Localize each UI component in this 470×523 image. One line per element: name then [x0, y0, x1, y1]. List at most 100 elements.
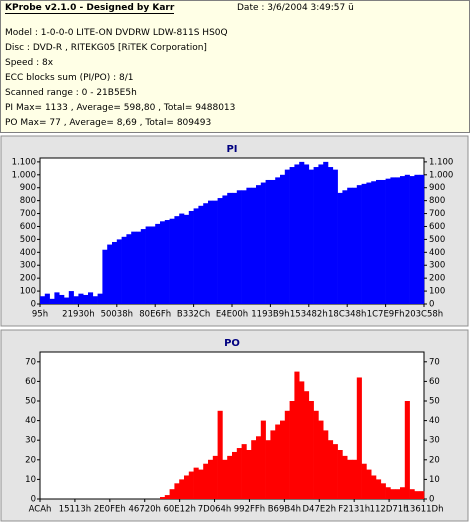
- bar: [78, 293, 84, 304]
- bar: [40, 296, 46, 304]
- bar: [193, 467, 199, 499]
- bar: [414, 174, 420, 304]
- bar: [275, 177, 281, 304]
- bar: [164, 495, 170, 499]
- x-tick-label: 50038h: [101, 310, 133, 320]
- bar: [227, 455, 233, 499]
- bar: [203, 463, 209, 499]
- bar: [188, 210, 194, 304]
- bar: [275, 424, 281, 499]
- bar: [59, 294, 65, 304]
- bar: [232, 451, 238, 499]
- bar: [299, 161, 305, 304]
- y-tick-label: 100: [20, 287, 36, 297]
- bar: [294, 164, 300, 304]
- x-tick-label: 203C58h: [405, 310, 443, 320]
- bar: [217, 198, 223, 304]
- bar: [193, 208, 199, 304]
- bar: [376, 479, 382, 499]
- bar: [409, 176, 415, 304]
- y-tick-label: 30: [25, 436, 36, 446]
- bar: [356, 185, 362, 304]
- bar: [198, 469, 204, 499]
- y2-tick-label: 500: [429, 235, 445, 245]
- x-tick-label: 7D064h: [198, 505, 232, 515]
- bar: [184, 475, 190, 499]
- x-tick-label: B332Ch: [177, 310, 210, 320]
- bar: [222, 195, 228, 304]
- bar: [184, 214, 190, 304]
- y2-tick-label: 60: [429, 377, 440, 387]
- bar: [179, 479, 185, 499]
- bar: [284, 169, 290, 304]
- info-line: Disc : DVD-R , RITEKG05 [RiTEK Corporati…: [5, 43, 207, 53]
- y2-tick-label: 400: [429, 248, 445, 258]
- y2-tick-label: 300: [429, 261, 445, 271]
- bar: [342, 190, 348, 304]
- bar: [265, 440, 271, 499]
- bar: [256, 436, 262, 499]
- bar: [198, 205, 204, 304]
- y2-tick-label: 600: [429, 222, 445, 232]
- bar: [212, 200, 218, 304]
- bar: [126, 234, 132, 304]
- bar: [289, 401, 295, 499]
- y2-tick-label: 100: [429, 287, 445, 297]
- bar: [323, 430, 329, 499]
- y-tick-label: 600: [20, 222, 36, 232]
- bar: [284, 410, 290, 499]
- bar: [342, 455, 348, 499]
- info-line: PO Max= 77 , Average= 8,69 , Total= 8094…: [5, 118, 212, 128]
- bar: [289, 167, 295, 304]
- x-tick-label: 18C348h: [328, 310, 366, 320]
- app-title: KProbe v2.1.0 - Designed by Karr: [5, 3, 175, 14]
- bar: [328, 440, 334, 499]
- y-tick-label: 200: [20, 274, 36, 284]
- bar: [164, 220, 170, 304]
- bar: [73, 296, 79, 304]
- bar: [347, 187, 353, 304]
- bar: [361, 183, 367, 304]
- bar: [395, 489, 401, 499]
- bar: [366, 469, 372, 499]
- bar: [361, 463, 367, 499]
- bar: [88, 292, 94, 304]
- y-tick-label: 40: [25, 416, 36, 426]
- bar: [174, 483, 180, 499]
- bar: [260, 182, 266, 304]
- bar: [256, 185, 262, 304]
- y-tick-label: 1.000: [12, 170, 36, 180]
- bar: [131, 231, 137, 304]
- bar: [236, 190, 242, 304]
- bar: [212, 455, 218, 499]
- y-tick-label: 60: [25, 377, 36, 387]
- x-tick-label: 80E6Fh: [139, 310, 171, 320]
- bar: [251, 187, 257, 304]
- bar: [318, 420, 324, 499]
- bar: [68, 291, 74, 304]
- y-tick-label: 10: [25, 475, 36, 485]
- bar: [136, 231, 142, 304]
- bar: [116, 239, 122, 304]
- y-tick-label: 400: [20, 248, 36, 258]
- chart-title: PO: [224, 338, 240, 349]
- info-line: ECC blocks sum (PI/PO) : 8/1: [5, 73, 134, 83]
- bar: [352, 459, 358, 499]
- info-line: Speed : 8x: [5, 58, 54, 68]
- bar: [92, 296, 98, 304]
- info-line: Scanned range : 0 - 21B5E5h: [5, 88, 137, 98]
- y-tick-label: 20: [25, 455, 36, 465]
- info-panel: KProbe v2.1.0 - Designed by Karr Date : …: [0, 0, 470, 133]
- x-tick-label: B69B4h: [268, 505, 301, 515]
- bar: [404, 174, 410, 304]
- bar: [337, 450, 343, 499]
- bar: [352, 187, 358, 304]
- bar: [313, 167, 319, 304]
- y2-tick-label: 200: [429, 274, 445, 284]
- bar: [217, 410, 223, 499]
- x-tick-label: 60E12h: [163, 505, 195, 515]
- bar: [145, 226, 151, 304]
- bar: [400, 176, 406, 304]
- bar: [64, 297, 70, 304]
